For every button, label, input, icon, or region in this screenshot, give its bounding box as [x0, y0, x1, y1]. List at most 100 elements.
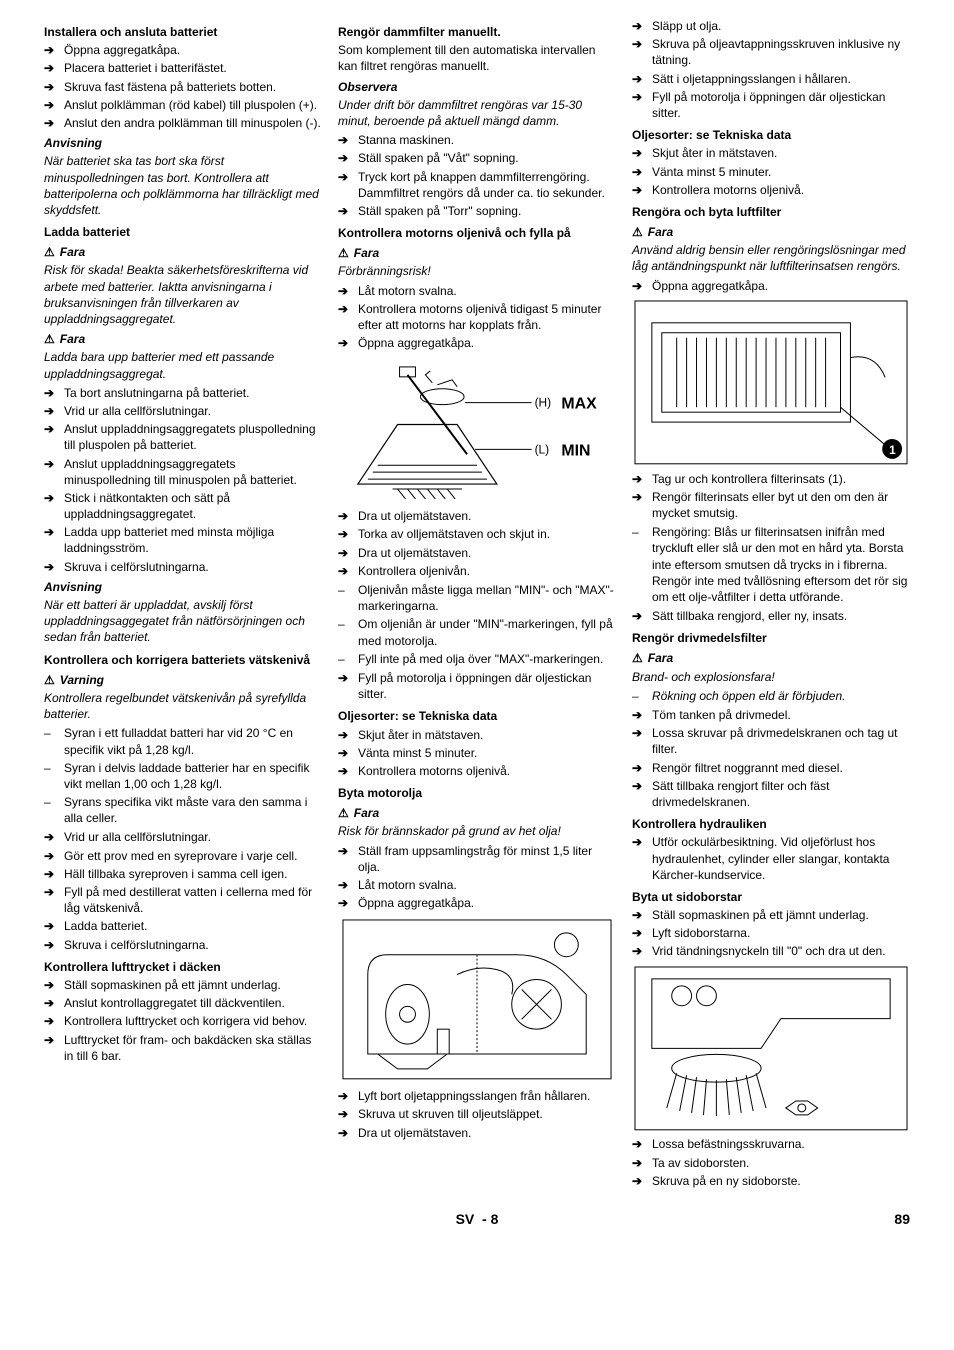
list-item: Oljenivån måste ligga mellan "MIN"- och … [338, 582, 616, 614]
step-list: Ställ fram uppsamlingstråg för minst 1,5… [338, 843, 616, 912]
list-item: Vrid tändningsnyckeln till "0" och dra u… [632, 943, 910, 959]
list-item: Utför ockulärbesiktning. Vid oljeförlust… [632, 834, 910, 883]
list-item: Syran i ett fulladdat batteri har vid 20… [44, 725, 322, 757]
list-item: Stanna maskinen. [338, 132, 616, 148]
list-item: Rengöring: Blås ur filterinsatsen inifrå… [632, 524, 910, 605]
danger-heading: Fara [338, 805, 616, 821]
list-item: Rökning och öppen eld är förbjuden. [632, 688, 910, 704]
heading: Kontrollera lufttrycket i däcken [44, 959, 322, 975]
list-item: Ställ spaken på "Våt" sopning. [338, 150, 616, 166]
list-item: Häll tillbaka syreproven i samma cell ig… [44, 866, 322, 882]
step-list: Fyll på motorolja i öppningen där oljest… [338, 670, 616, 702]
danger-text: Förbränningsrisk! [338, 263, 616, 279]
list-item: Kontrollera motorns oljenivå tidigast 5 … [338, 301, 616, 333]
step-list: Dra ut oljemätstaven. Torka av olljemäts… [338, 508, 616, 579]
note-heading: Anvisning [44, 135, 322, 151]
list-item: Ställ sopmaskinen på ett jämnt underlag. [44, 977, 322, 993]
list-item: Syrans specifika vikt måste vara den sam… [44, 794, 322, 826]
list-item: Släpp ut olja. [632, 18, 910, 34]
dash-list: Syran i ett fulladdat batteri har vid 20… [44, 725, 322, 826]
list-item: Fyll inte på med olja över "MAX"-markeri… [338, 651, 616, 667]
heading: Installera och ansluta batteriet [44, 24, 322, 40]
step-list: Vrid ur alla cellförslutningar. Gör ett … [44, 829, 322, 952]
heading: Kontrollera och korrigera batteriets vät… [44, 652, 322, 668]
step-list: Sätt tillbaka rengjord, eller ny, insats… [632, 608, 910, 624]
column-2: Rengör dammfilter manuellt. Som kompleme… [338, 18, 616, 1192]
list-item: Ladda upp batteriet med minsta möjliga l… [44, 524, 322, 556]
list-item: Ta bort anslutningarna på batteriet. [44, 385, 322, 401]
footer-local-page: 8 [491, 1211, 499, 1227]
heading: Rengör drivmedelsfilter [632, 630, 910, 646]
three-column-layout: Installera och ansluta batteriet Öppna a… [44, 18, 910, 1192]
list-item: Öppna aggregatkåpa. [338, 895, 616, 911]
fig-label-l: (L) [535, 443, 550, 457]
note-text: När batteriet ska tas bort ska först min… [44, 153, 322, 218]
list-item: Ta av sidoborsten. [632, 1155, 910, 1171]
list-item: Lyft bort oljetappningsslangen från håll… [338, 1088, 616, 1104]
danger-text: Brand- och explosionsfara! [632, 669, 910, 685]
fig-label-h: (H) [535, 396, 552, 410]
list-item: Dra ut oljemätstaven. [338, 1125, 616, 1141]
list-item: Låt motorn svalna. [338, 877, 616, 893]
heading: Ladda batteriet [44, 224, 322, 240]
list-item: Om oljeniån är under "MIN"-markeringen, … [338, 616, 616, 648]
danger-text: Använd aldrig bensin eller rengöringslös… [632, 242, 910, 274]
list-item: Låt motorn svalna. [338, 283, 616, 299]
note-text: Under drift bör dammfiltret rengöras var… [338, 97, 616, 129]
heading: Kontrollera motorns oljenivå och fylla p… [338, 225, 616, 241]
list-item: Tag ur och kontrollera filterinsats (1). [632, 471, 910, 487]
footer-spacer [44, 1210, 48, 1229]
list-item: Öppna aggregatkåpa. [632, 278, 910, 294]
list-item: Gör ett prov med en syreprovare i varje … [44, 848, 322, 864]
list-item: Lossa skruvar på drivmedelskranen och ta… [632, 725, 910, 757]
heading: Rengör dammfilter manuellt. [338, 24, 616, 40]
list-item: Kontrollera oljenivån. [338, 563, 616, 579]
danger-text: Ladda bara upp batterier med ett passand… [44, 349, 322, 381]
list-item: Sätt tillbaka rengjord, eller ny, insats… [632, 608, 910, 624]
danger-heading: Fara [44, 244, 322, 260]
list-item: Kontrollera motorns oljenivå. [632, 182, 910, 198]
step-list: Skjut åter in mätstaven. Vänta minst 5 m… [632, 145, 910, 198]
heading: Byta ut sidoborstar [632, 889, 910, 905]
step-list: Stanna maskinen. Ställ spaken på "Våt" s… [338, 132, 616, 219]
list-item: Vänta minst 5 minuter. [632, 164, 910, 180]
danger-heading: Fara [338, 245, 616, 261]
danger-heading: Fara [632, 224, 910, 240]
list-item: Lossa befästningsskruvarna. [632, 1136, 910, 1152]
list-item: Kontrollera motorns oljenivå. [338, 763, 616, 779]
side-brush-figure [632, 964, 910, 1133]
danger-text: Risk för brännskador på grund av het olj… [338, 823, 616, 839]
list-item: Rengör filtret noggrannt med diesel. [632, 760, 910, 776]
list-item: Anslut uppladdningsaggregatets minuspoll… [44, 456, 322, 488]
note-heading: Anvisning [44, 579, 322, 595]
list-item: Skruva i celförslutningarna. [44, 559, 322, 575]
warning-text: Kontrollera regelbundet vätskenivån på s… [44, 690, 322, 722]
dash-list: Oljenivån måste ligga mellan "MIN"- och … [338, 582, 616, 667]
step-list: Tag ur och kontrollera filterinsats (1).… [632, 471, 910, 522]
list-item: Ställ fram uppsamlingstråg för minst 1,5… [338, 843, 616, 875]
list-item: Skruva ut skruven till oljeutsläppet. [338, 1106, 616, 1122]
column-1: Installera och ansluta batteriet Öppna a… [44, 18, 322, 1192]
column-3: Släpp ut olja. Skruva på oljeavtappnings… [632, 18, 910, 1192]
page-footer: SV - 8 89 [44, 1210, 910, 1229]
step-list: Ställ sopmaskinen på ett jämnt underlag.… [44, 977, 322, 1064]
list-item: Fyll på motorolja i öppningen där oljest… [338, 670, 616, 702]
step-list: Öppna aggregatkåpa. [632, 278, 910, 294]
list-item: Anslut polklämman (röd kabel) till plusp… [44, 97, 322, 113]
list-item: Skruva fast fästena på batteriets botten… [44, 79, 322, 95]
list-item: Skjut åter in mätstaven. [338, 727, 616, 743]
note-heading: Observera [338, 79, 616, 95]
list-item: Syran i delvis laddade batterier har en … [44, 760, 322, 792]
step-list: Släpp ut olja. Skruva på oljeavtappnings… [632, 18, 910, 121]
list-item: Tryck kort på knappen dammfilterrengörin… [338, 169, 616, 201]
step-list: Utför ockulärbesiktning. Vid oljeförlust… [632, 834, 910, 883]
dash-list: Rengöring: Blås ur filterinsatsen inifrå… [632, 524, 910, 605]
fig-label-min: MIN [561, 443, 590, 460]
list-item: Vrid ur alla cellförslutningar. [44, 829, 322, 845]
list-item: Anslut kontrollaggregatet till däckventi… [44, 995, 322, 1011]
danger-heading: Fara [44, 331, 322, 347]
fig-callout-1: 1 [889, 443, 896, 457]
paragraph: Som komplement till den automatiska inte… [338, 42, 616, 74]
step-list: Låt motorn svalna. Kontrollera motorns o… [338, 283, 616, 352]
note-text: När ett batteri är uppladdat, avskilj fö… [44, 597, 322, 646]
